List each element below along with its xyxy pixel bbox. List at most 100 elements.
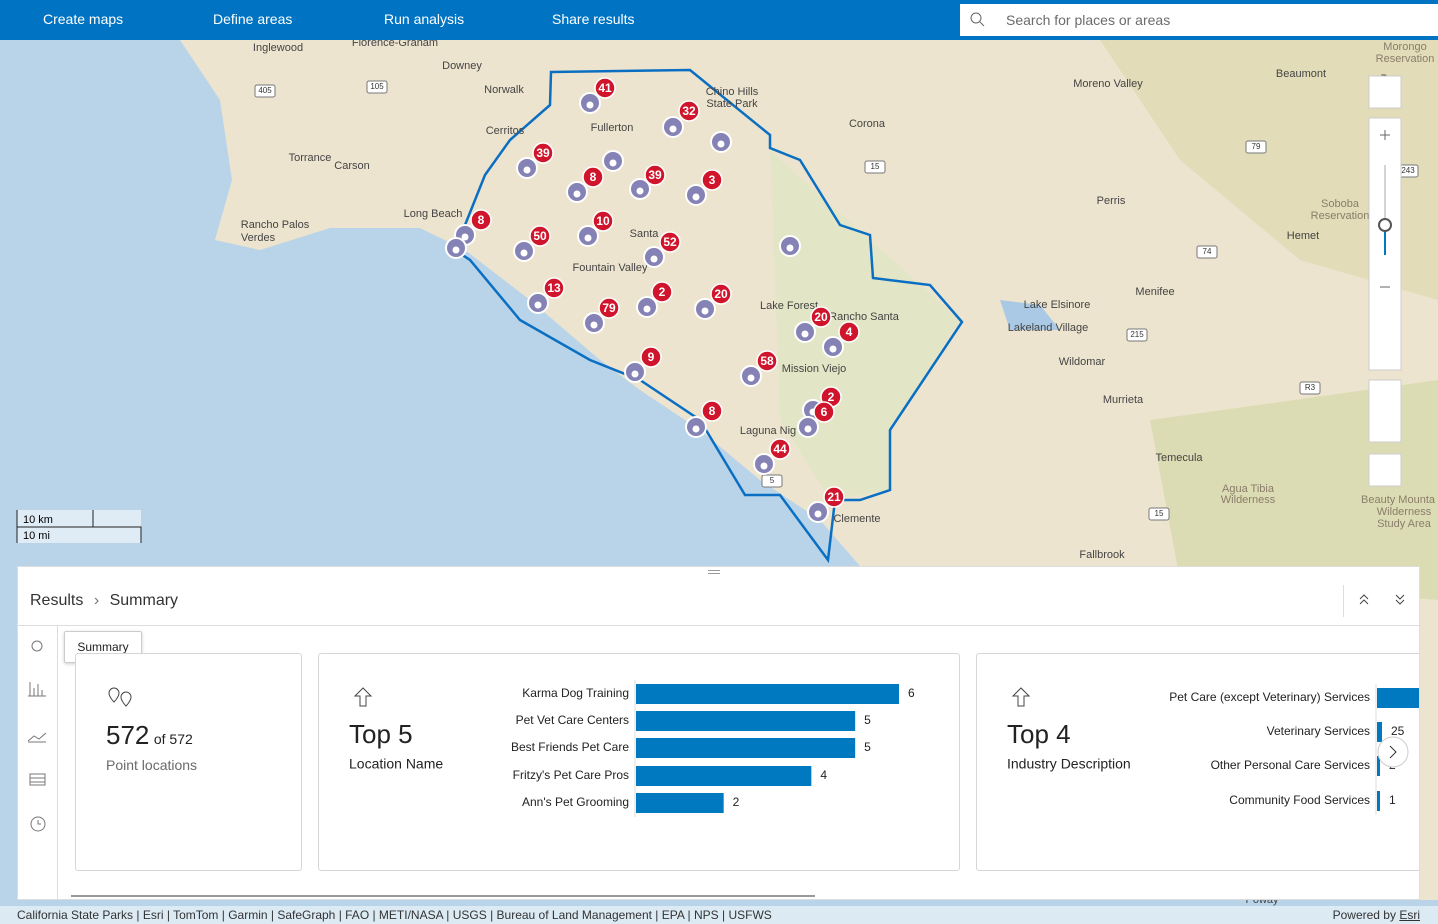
category-label: Ann's Pet Grooming [522,795,629,809]
zoom-thumb[interactable] [1378,218,1392,232]
place-label: Wildomar [1059,356,1106,368]
place-label: Inglewood [253,42,303,54]
place-label: Fullerton [591,122,634,134]
place-label: Long Beach [404,208,463,220]
h-scrollbar[interactable] [71,895,815,897]
cluster-count: 8 [478,213,485,227]
resize-handle[interactable] [708,570,720,574]
cluster[interactable] [543,277,565,299]
cluster[interactable] [701,400,723,422]
category-label: Karma Dog Training [522,686,629,700]
cluster[interactable] [769,438,791,460]
category-label: Pet Care (except Veterinary) Services [1169,690,1370,704]
cluster[interactable] [529,225,551,247]
bar [636,738,856,758]
lake [1000,300,1060,330]
powered-by: Powered by Esri [1333,908,1420,922]
search-box[interactable]: Search for places or areas [960,4,1438,36]
nav-item[interactable]: Run analysis [384,11,465,27]
cluster[interactable] [598,297,620,319]
arrow-icon [1011,687,1031,707]
road-shield [761,474,783,488]
place-label: Beauty Mounta [1361,494,1436,506]
chart: Top 4 Industry Description Pet Care (excep… [1007,684,1419,815]
cluster-count: 8 [709,404,716,418]
cluster[interactable] [659,231,681,253]
cluster[interactable] [532,142,554,164]
panel-controls[interactable] [1354,591,1420,611]
paw [636,187,644,195]
chart-title: Top 4 [1007,719,1071,749]
paw [692,425,700,433]
cluster[interactable] [756,350,778,372]
nav-item[interactable]: Define areas [213,11,293,27]
place-label: Beaumont [1276,68,1326,80]
cluster[interactable] [810,306,832,328]
terrain [1100,40,1438,300]
bar [636,684,899,704]
paw [650,255,658,263]
road-shield [366,80,388,94]
place-label: State Park [706,98,758,110]
road-shield [1126,328,1148,342]
attribution: California State Parks | Esri | TomTom |… [17,908,772,922]
place-label: Cerritos [486,125,525,137]
divider [18,625,1419,626]
side-rail [18,626,58,900]
paw [452,246,460,254]
home-locate[interactable] [1368,379,1402,443]
road-shield [1299,381,1321,395]
scroll-right[interactable] [1376,735,1410,769]
cluster[interactable] [710,283,732,305]
cluster[interactable] [823,486,845,508]
cluster[interactable] [582,166,604,188]
chart-card: Top 4 Industry Description Pet Care (excep… [976,653,1419,871]
paw [631,370,639,378]
cluster[interactable] [470,209,492,231]
screen-button[interactable] [1368,453,1402,487]
cluster[interactable] [651,281,673,303]
place-label: Corona [849,118,886,130]
chart-subtitle: Location Name [349,756,443,772]
paw [584,234,592,242]
cluster[interactable] [838,321,860,343]
cluster[interactable] [678,100,700,122]
paw [786,244,794,252]
cluster[interactable] [813,401,835,423]
cluster-count: 3 [709,173,716,187]
cluster[interactable] [644,164,666,186]
points-icon [108,687,132,707]
cluster[interactable] [594,77,616,99]
value-label: 6 [908,686,915,700]
place-label: Temecula [1155,452,1203,464]
place-label: Santa [630,228,660,240]
cluster[interactable] [592,210,614,232]
place-label: Study Area [1377,518,1432,530]
scale-bar: 10 km 10 mi [16,510,142,543]
road-shield [1148,507,1170,521]
crumb-sep: › [93,592,100,609]
place-label: Soboba [1321,198,1360,210]
nav-item[interactable]: Create maps [43,11,124,27]
cluster-count: 58 [760,354,774,368]
crumb[interactable]: Results [30,592,84,609]
paw [804,425,812,433]
basemap-button[interactable] [1368,75,1402,109]
nav-item[interactable]: Share results [552,11,635,27]
cluster-count: 39 [648,168,662,182]
summary-card: 572 of 572 Point locations [75,653,302,871]
place-label: Reservation [1311,210,1370,222]
place-label: Morongo [1383,41,1426,53]
scale-km: 10 km [23,514,53,526]
place-label: Laguna Nig [740,425,796,437]
cluster-count: 21 [827,490,841,504]
road-number: 5 [770,476,775,485]
side-icons[interactable] [18,626,57,900]
bar [1377,756,1380,776]
bar [636,766,812,786]
cluster[interactable] [701,169,723,191]
esri-link[interactable]: Esri [1399,908,1420,922]
road-shield [1196,245,1218,259]
place-label: Menifee [1135,286,1174,298]
cluster[interactable] [640,346,662,368]
